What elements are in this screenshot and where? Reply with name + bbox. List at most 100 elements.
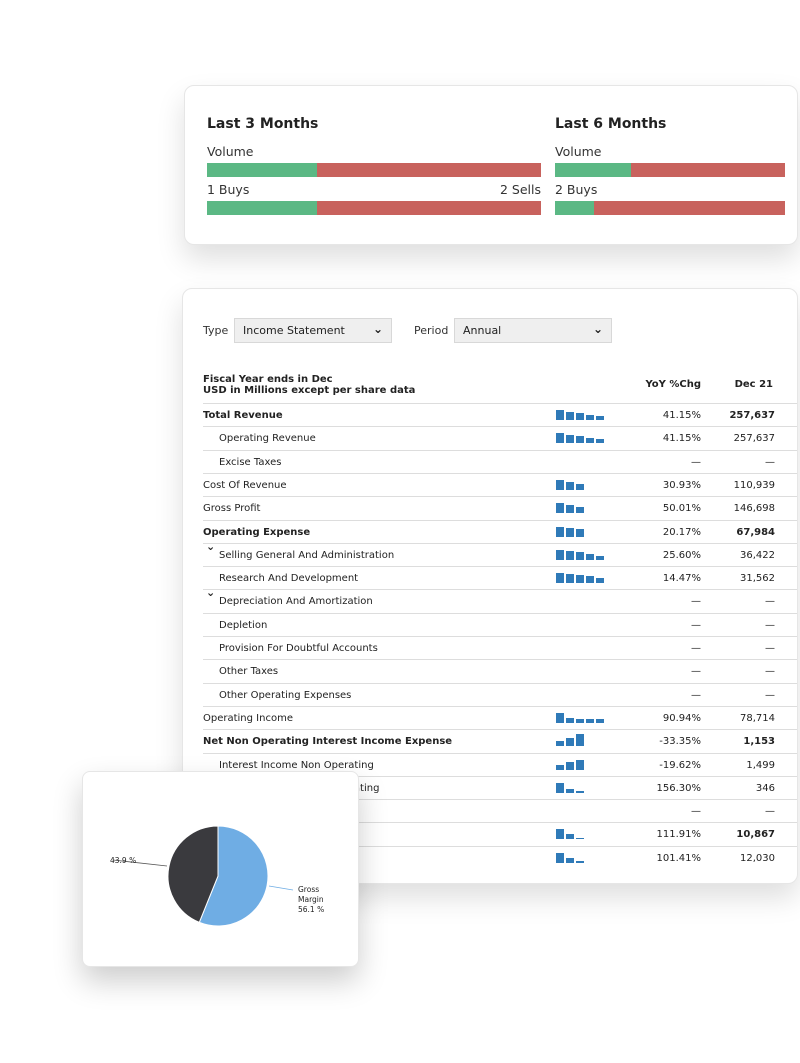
table-row[interactable]: ⌄ Depreciation And Amortization — — (203, 586, 797, 612)
yoy-change: 14.47% (662, 573, 701, 585)
spark-bar (566, 505, 574, 514)
value-dec21: — (765, 456, 775, 468)
yoy-change: — (691, 666, 701, 678)
row-label: Depreciation And Amortization (219, 596, 373, 608)
buy-fill (555, 201, 595, 215)
spark-bar (576, 718, 584, 723)
table-row[interactable]: Operating Expense 20.17% 67,984 (203, 519, 797, 543)
row-label: Other Taxes (219, 666, 279, 678)
row-label: Other Operating Expenses (219, 689, 352, 701)
period-value: Annual (463, 324, 502, 337)
table-row[interactable]: Operating Income 90.94% 78,714 (203, 705, 797, 729)
yoy-header: YoY %Chg (645, 379, 701, 390)
table-row[interactable]: Net Non Operating Interest Income Expens… (203, 729, 797, 752)
row-label: Operating Income (203, 712, 293, 724)
spark-bar (586, 553, 594, 560)
yoy-change: 41.15% (662, 433, 701, 445)
volume-label: Volume (555, 144, 602, 159)
row-label: Gross Profit (203, 503, 261, 515)
sparkline (556, 594, 616, 606)
table-row[interactable]: Excise Taxes — — (203, 449, 797, 473)
spark-bar (576, 860, 584, 863)
table-row[interactable]: Research And Development 14.47% 31,562 (203, 566, 797, 589)
group-title: Last 3 Months (207, 116, 319, 132)
spark-bar (566, 574, 574, 584)
sparkline (556, 781, 616, 793)
table-row[interactable]: Other Operating Expenses — — (203, 682, 797, 706)
chevron-down-icon[interactable]: ⌄ (206, 586, 216, 600)
yoy-change: — (691, 806, 701, 818)
spark-bar (566, 527, 574, 537)
table-row[interactable]: Interest Income Non Operating -19.62% 1,49… (203, 752, 797, 776)
spark-bar (556, 479, 564, 490)
sparkline (556, 851, 616, 863)
row-label: Research And Development (219, 573, 359, 585)
type-value: Income Statement (243, 324, 345, 337)
yoy-change: 20.17% (662, 526, 701, 538)
table-row[interactable]: Gross Profit 50.01% 146,698 (203, 496, 797, 519)
value-dec21: 10,867 (736, 829, 775, 841)
period-label: Period (414, 324, 449, 337)
table-row[interactable]: Depletion — — (203, 612, 797, 636)
table-row[interactable]: 101.41% 12,030 (203, 845, 797, 869)
row-label: Interest Income Non Operating (219, 759, 374, 771)
spark-bar (556, 573, 564, 584)
spark-bar (576, 575, 584, 584)
table-row[interactable]: ⌄ Selling General And Administration 25.60… (203, 539, 797, 566)
chevron-down-icon[interactable]: ⌄ (206, 539, 216, 553)
spark-bar (566, 717, 574, 723)
pie-slice-other[interactable] (167, 825, 219, 924)
spark-bar (576, 790, 584, 793)
yoy-change: — (691, 643, 701, 654)
period-select[interactable]: Annual ⌄ (454, 318, 612, 343)
value-dec21: — (765, 643, 775, 654)
count-bar (555, 201, 785, 215)
sparkline (556, 664, 616, 676)
spark-bar (576, 528, 584, 537)
table-row[interactable]: Total Revenue 41.15% 257,637 (203, 403, 797, 426)
spark-bar (556, 852, 564, 863)
value-dec21: — (765, 689, 775, 701)
row-label: Depletion (219, 619, 268, 631)
value-dec21: 257,637 (733, 433, 775, 445)
spark-bar (556, 526, 564, 537)
yoy-change: — (691, 689, 701, 701)
spark-bar (556, 741, 564, 747)
spark-bar (586, 576, 594, 584)
sparkline (556, 525, 616, 537)
row-label: Net Non Operating Interest Income Expens… (203, 736, 453, 748)
sparkline (556, 455, 616, 467)
sells-label: 2 Sells (499, 182, 541, 197)
sparkline (556, 548, 616, 560)
table-row[interactable]: Cost Of Revenue 30.93% 110,939 (203, 472, 797, 496)
spark-bar (576, 838, 584, 840)
yoy-change: 50.01% (662, 503, 701, 515)
yoy-change: -19.62% (659, 759, 701, 771)
spark-bar (586, 415, 594, 420)
row-label: Operating Expense (203, 526, 311, 538)
sparkline (556, 688, 616, 700)
spark-bar (576, 413, 584, 420)
table-row[interactable]: 111.91% 10,867 (203, 822, 797, 845)
spark-bar (556, 549, 564, 560)
yoy-change: 156.30% (656, 782, 702, 794)
spark-bar (566, 857, 574, 863)
spark-bar (576, 507, 584, 514)
table-row[interactable]: Provision For Doubtful Accounts — — (203, 636, 797, 659)
pie-slice-gross-margin[interactable] (198, 825, 269, 927)
spark-bar (576, 734, 584, 747)
table-row[interactable]: Other Taxes — — (203, 659, 797, 682)
spark-bar (566, 435, 574, 444)
units-note: USD in Millions except per share data (203, 385, 416, 396)
value-dec21: — (765, 619, 775, 631)
spark-bar (566, 550, 574, 560)
spark-bar (556, 712, 564, 723)
value-dec21: — (765, 596, 775, 608)
spark-bar (566, 481, 574, 490)
table-row[interactable]: — — (203, 799, 797, 822)
leader-line (112, 859, 168, 867)
buy-fill (207, 163, 318, 177)
group-title: Last 6 Months (555, 116, 667, 132)
table-row[interactable]: Operating Revenue 41.15% 257,637 (203, 426, 797, 449)
type-select[interactable]: Income Statement ⌄ (234, 318, 392, 343)
